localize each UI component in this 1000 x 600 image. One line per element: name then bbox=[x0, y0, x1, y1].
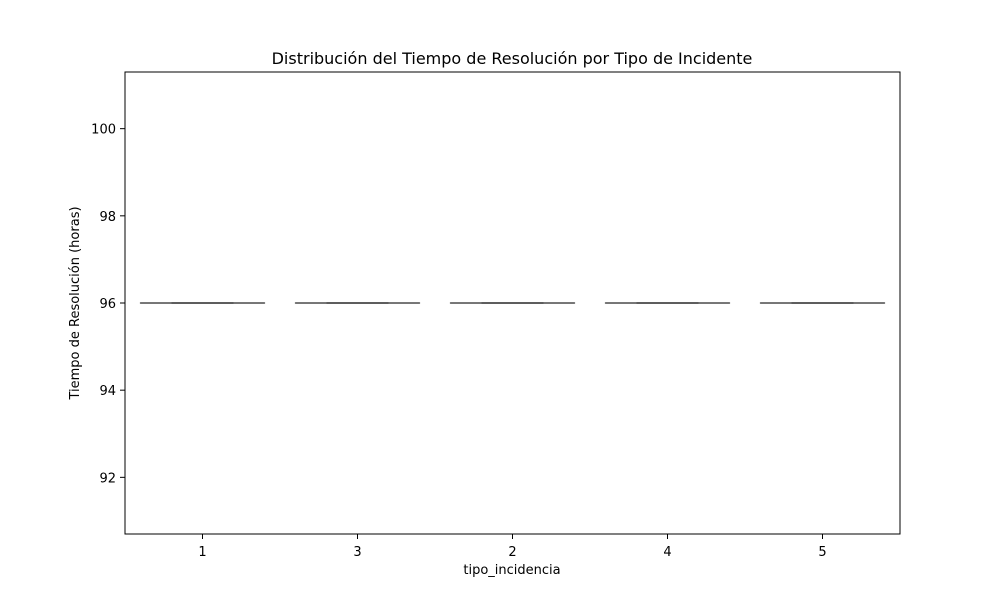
y-tick-label: 94 bbox=[99, 384, 116, 399]
y-tick-label: 92 bbox=[99, 471, 116, 486]
x-tick-label: 2 bbox=[508, 545, 516, 560]
x-tick-label: 5 bbox=[818, 545, 826, 560]
x-tick-label: 1 bbox=[198, 545, 206, 560]
y-tick-label: 100 bbox=[91, 123, 116, 138]
plot-frame bbox=[124, 71, 901, 535]
y-axis-title: Tiempo de Resolución (horas) bbox=[68, 206, 83, 400]
plot-area: 92 94 96 98 100 1 3 2 4 5 bbox=[91, 71, 901, 560]
x-axis-title: tipo_incidencia bbox=[463, 563, 560, 578]
y-tick-label: 96 bbox=[99, 297, 116, 312]
x-tick-label: 3 bbox=[353, 545, 361, 560]
chart-title: Distribución del Tiempo de Resolución po… bbox=[272, 49, 753, 68]
y-tick-label: 98 bbox=[99, 210, 116, 225]
x-tick-label: 4 bbox=[663, 545, 671, 560]
